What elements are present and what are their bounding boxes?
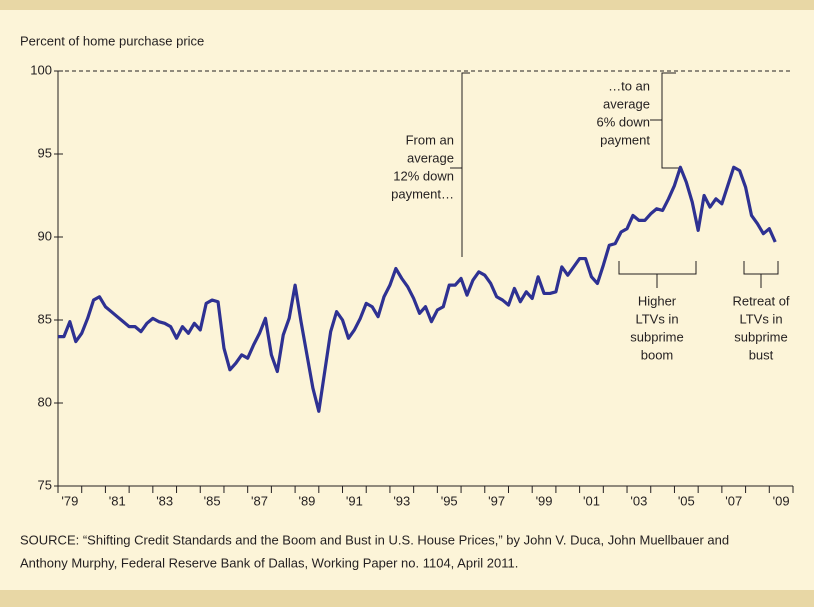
annotation: 6% down: [597, 114, 650, 129]
annotation: payment: [600, 132, 650, 147]
annotation: From an: [406, 132, 454, 147]
bracket-12: [461, 72, 470, 257]
x-tick-label: '03: [630, 493, 647, 508]
y-tick-label: 80: [38, 394, 52, 409]
annotation: average: [603, 96, 650, 111]
y-tick-label: 75: [38, 477, 52, 492]
y-tick-label: 90: [38, 228, 52, 243]
annotation: subprime: [630, 329, 683, 344]
annotation: Higher: [638, 293, 677, 308]
x-tick-label: '91: [346, 493, 363, 508]
annotation: average: [407, 150, 454, 165]
source: SOURCE: “Shifting Credit Standards and t…: [20, 532, 729, 547]
x-tick-label: '87: [251, 493, 268, 508]
annotation: subprime: [734, 329, 787, 344]
annotation: LTVs in: [739, 311, 782, 326]
annotation: Retreat of: [732, 293, 789, 308]
x-tick-label: '07: [725, 493, 742, 508]
x-tick-label: '05: [678, 493, 695, 508]
bottom-band: [0, 590, 814, 607]
x-tick-label: '85: [204, 493, 221, 508]
x-tick-label: '79: [61, 493, 78, 508]
x-tick-label: '95: [441, 493, 458, 508]
x-tick-label: '83: [156, 493, 173, 508]
x-tick-label: '81: [109, 493, 126, 508]
x-tick-label: '01: [583, 493, 600, 508]
brackets: [450, 72, 779, 288]
x-tick-label: '89: [298, 493, 315, 508]
x-tick-label: '93: [393, 493, 410, 508]
x-tick-label: '09: [773, 493, 790, 508]
top-band: [0, 0, 814, 10]
data-line: [58, 165, 777, 413]
annotation: boom: [641, 347, 674, 362]
annotation: …to an: [608, 78, 650, 93]
x-tick-label: '97: [488, 493, 505, 508]
y-axis-label: Percent of home purchase price: [20, 33, 204, 48]
source: Anthony Murphy, Federal Reserve Bank of …: [20, 555, 518, 570]
y-tick-label: 95: [38, 145, 52, 160]
annotation: 12% down: [393, 168, 454, 183]
x-tick-label: '99: [536, 493, 553, 508]
annotation: bust: [749, 347, 774, 362]
annotation: LTVs in: [635, 311, 678, 326]
y-tick-label: 85: [38, 311, 52, 326]
annotation: payment…: [391, 186, 454, 201]
y-tick-label: 100: [30, 62, 52, 77]
